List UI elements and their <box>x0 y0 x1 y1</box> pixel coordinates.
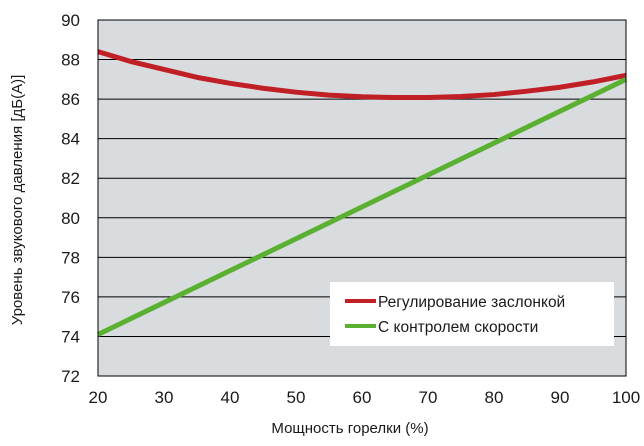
legend: Регулирование заслонкой С контролем скор… <box>330 282 614 346</box>
y-tick-label: 76 <box>61 288 80 307</box>
y-tick-label: 74 <box>61 327 80 346</box>
y-tick-label: 80 <box>61 209 80 228</box>
legend-label-green: С контролем скорости <box>378 319 538 336</box>
series-layer <box>96 49 628 337</box>
x-tick-label: 80 <box>485 388 504 407</box>
series-line-green <box>96 77 628 337</box>
series-line-red <box>97 49 627 101</box>
x-axis-label: Мощность горелки (%) <box>271 420 428 437</box>
y-tick-label: 88 <box>61 51 80 70</box>
y-tick-label: 82 <box>61 169 80 188</box>
y-tick-label: 84 <box>61 130 80 149</box>
x-tick-label: 40 <box>221 388 240 407</box>
x-tick-label: 60 <box>353 388 372 407</box>
y-tick-label: 78 <box>61 248 80 267</box>
x-tick-label: 100 <box>612 388 640 407</box>
x-tick-label: 30 <box>155 388 174 407</box>
x-tick-label: 70 <box>419 388 438 407</box>
legend-label-red: Регулирование заслонкой <box>378 294 565 311</box>
x-tick-label: 50 <box>287 388 306 407</box>
y-tick-label: 72 <box>61 367 80 386</box>
x-tick-label: 90 <box>551 388 570 407</box>
y-tick-label: 86 <box>61 90 80 109</box>
legend-box <box>330 282 614 346</box>
y-tick-label: 90 <box>61 11 80 30</box>
x-tick-labels: 20 30 40 50 60 70 80 90 100 <box>89 388 641 407</box>
plot-frame <box>97 19 627 377</box>
y-axis-label: Уровень звукового давления [дБ(А)] <box>9 75 26 326</box>
y-tick-labels: 72 74 76 78 80 82 84 86 88 90 <box>61 11 80 386</box>
x-tick-label: 20 <box>89 388 108 407</box>
